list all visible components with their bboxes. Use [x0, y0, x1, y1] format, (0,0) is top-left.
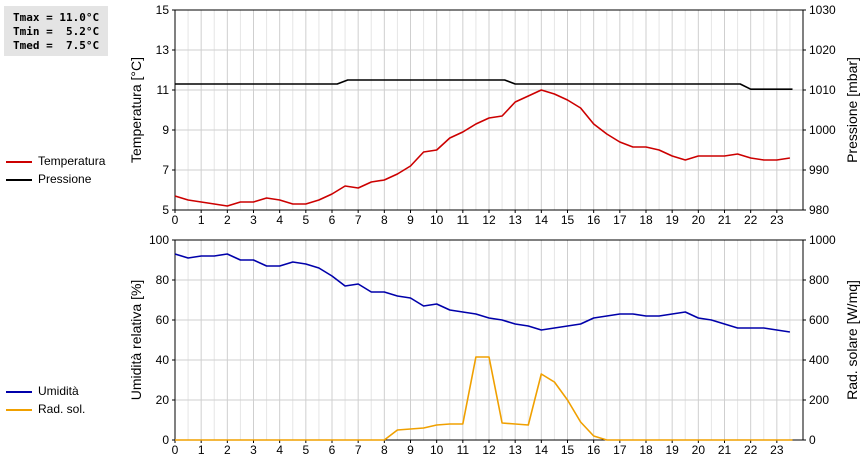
x-tick-label: 12: [482, 213, 496, 227]
x-tick-label: 16: [587, 443, 601, 457]
y2-axis-title: Rad. solare [W/mq]: [844, 280, 860, 400]
y2-tick-label: 1000: [809, 233, 836, 247]
legend-swatch-rad-sol: [6, 409, 32, 411]
tmin-text: Tmin = 5.2°C: [13, 25, 100, 38]
y-tick-label: 40: [156, 353, 170, 367]
x-tick-label: 14: [535, 443, 549, 457]
x-tick-label: 18: [639, 443, 653, 457]
y2-tick-label: 600: [809, 313, 829, 327]
x-tick-label: 10: [430, 213, 444, 227]
x-tick-label: 20: [692, 443, 706, 457]
legend-label-umidita: Umidità: [38, 384, 79, 398]
x-tick-label: 3: [250, 213, 257, 227]
y-tick-label: 100: [149, 233, 169, 247]
x-tick-label: 19: [665, 443, 679, 457]
y-tick-label: 60: [156, 313, 170, 327]
legend-swatch-temperatura: [6, 161, 32, 163]
x-tick-label: 12: [482, 443, 496, 457]
x-tick-label: 6: [329, 213, 336, 227]
x-tick-label: 23: [770, 213, 784, 227]
x-tick-label: 18: [639, 213, 653, 227]
x-tick-label: 13: [508, 213, 522, 227]
x-tick-label: 14: [535, 213, 549, 227]
y-tick-label: 5: [162, 203, 169, 217]
y2-tick-label: 990: [809, 163, 829, 177]
x-tick-label: 2: [224, 443, 231, 457]
legend-label-temperatura: Temperatura: [38, 154, 106, 168]
y2-tick-label: 1020: [809, 43, 836, 57]
y2-tick-label: 400: [809, 353, 829, 367]
chart-panel-0: 0 1 2 3 4 5 6 7 8 9 10 11 12 13 14 15 16 17 18 19 20 21 22 2357…: [128, 3, 860, 227]
y-tick-label: 9: [162, 123, 169, 137]
y2-tick-label: 980: [809, 203, 829, 217]
legend-swatch-umidita: [6, 391, 32, 393]
y-axis-title: Umidità relativa [%]: [128, 280, 144, 401]
x-tick-label: 22: [744, 213, 758, 227]
x-tick-label: 19: [665, 213, 679, 227]
x-tick-label: 10: [430, 443, 444, 457]
tmed-text: Tmed = 7.5°C: [13, 39, 100, 52]
x-tick-label: 0: [172, 213, 179, 227]
x-tick-label: 21: [718, 213, 732, 227]
x-tick-label: 1: [198, 213, 205, 227]
x-tick-label: 11: [457, 443, 470, 457]
x-tick-label: 6: [329, 443, 336, 457]
x-tick-label: 23: [770, 443, 784, 457]
y-tick-label: 11: [157, 83, 170, 97]
tmax-text: Tmax = 11.0°C: [13, 11, 100, 24]
y-tick-label: 15: [156, 3, 170, 17]
y-tick-label: 13: [156, 43, 170, 57]
y2-tick-label: 1000: [809, 123, 836, 137]
x-tick-label: 5: [302, 213, 309, 227]
y-tick-label: 20: [156, 393, 170, 407]
x-tick-label: 13: [508, 443, 522, 457]
y2-tick-label: 800: [809, 273, 829, 287]
y-tick-label: 7: [162, 163, 169, 177]
x-tick-label: 8: [381, 443, 388, 457]
y2-axis-title: Pressione [mbar]: [844, 57, 860, 163]
x-tick-label: 7: [355, 443, 362, 457]
y2-tick-label: 1010: [809, 83, 836, 97]
series-line-umidit: [174, 253, 791, 333]
y2-tick-label: 1030: [809, 3, 836, 17]
x-tick-label: 5: [302, 443, 309, 457]
x-tick-label: 17: [613, 443, 627, 457]
x-tick-label: 17: [613, 213, 627, 227]
x-tick-label: 15: [561, 213, 575, 227]
legend-swatch-pressione: [6, 179, 32, 181]
x-tick-label: 7: [355, 213, 362, 227]
y2-tick-label: 200: [809, 393, 829, 407]
x-tick-label: 11: [457, 213, 470, 227]
x-tick-label: 22: [744, 443, 758, 457]
x-tick-label: 2: [224, 213, 231, 227]
x-tick-label: 20: [692, 213, 706, 227]
series-line-temperatura: [174, 89, 791, 207]
legend-label-pressione: Pressione: [38, 172, 92, 186]
x-tick-label: 9: [407, 443, 414, 457]
x-tick-label: 21: [718, 443, 732, 457]
y-axis-title: Temperatura [°C]: [128, 57, 144, 163]
x-tick-label: 8: [381, 213, 388, 227]
x-tick-label: 4: [276, 213, 283, 227]
x-tick-label: 15: [561, 443, 575, 457]
y-tick-label: 80: [156, 273, 170, 287]
y-tick-label: 0: [162, 433, 169, 447]
x-tick-label: 3: [250, 443, 257, 457]
x-tick-label: 0: [172, 443, 179, 457]
x-tick-label: 4: [276, 443, 283, 457]
y2-tick-label: 0: [809, 433, 816, 447]
x-tick-label: 1: [198, 443, 205, 457]
x-tick-label: 9: [407, 213, 414, 227]
chart-panel-1: 0 1 2 3 4 5 6 7 8 9 10 11 12 13 14 15 16 17 18 19 20 21 22 2302…: [128, 233, 860, 457]
legend-label-rad-sol: Rad. sol.: [38, 402, 86, 416]
stats-box: Tmax = 11.0°C Tmin = 5.2°C Tmed = 7.5°C: [4, 6, 108, 56]
series-line-rad-sol: [175, 356, 793, 441]
x-tick-label: 16: [587, 213, 601, 227]
series-line-pressione: [175, 79, 793, 90]
